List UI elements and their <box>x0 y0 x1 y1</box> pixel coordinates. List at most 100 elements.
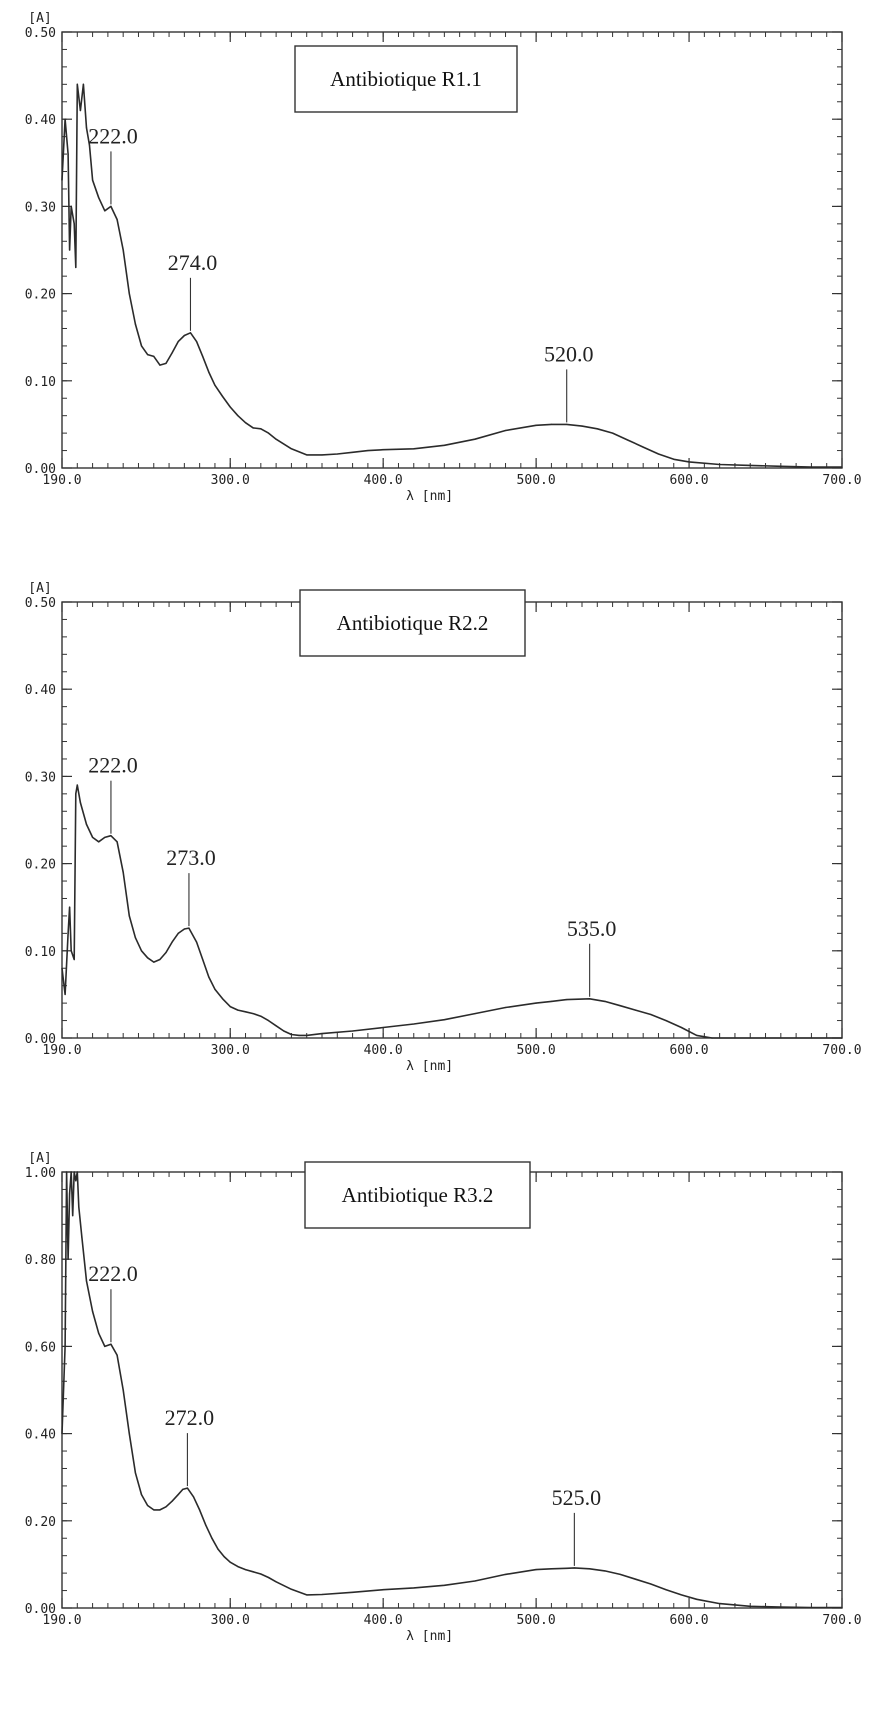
data-point <box>64 993 66 995</box>
data-point <box>650 1013 652 1016</box>
data-point <box>290 1033 293 1036</box>
data-point <box>382 1026 384 1029</box>
data-point <box>306 454 308 456</box>
data-point <box>688 461 690 463</box>
y-tick-label: 0.10 <box>25 375 56 390</box>
data-point <box>61 967 63 969</box>
data-point <box>267 1576 270 1579</box>
data-point <box>165 951 167 954</box>
data-point <box>73 223 75 225</box>
data-point <box>260 1015 262 1017</box>
data-point <box>298 1034 300 1036</box>
data-point <box>290 448 293 450</box>
data-point <box>202 958 204 961</box>
data-point <box>535 1569 537 1571</box>
data-point <box>98 1332 100 1334</box>
data-point <box>221 395 224 398</box>
data-point <box>67 932 69 934</box>
data-point <box>221 998 224 1000</box>
y-tick-label: 0.30 <box>25 200 56 215</box>
data-point <box>205 1524 207 1526</box>
data-point <box>696 1034 698 1036</box>
data-point <box>413 448 415 450</box>
data-point <box>73 958 75 961</box>
data-point <box>589 1568 591 1570</box>
data-point <box>128 293 130 295</box>
spectrum-chart-r1-1: 190.0 300.0 400.0 500.0 600.0 700.0 0.00 0.10 0.… <box>25 11 862 504</box>
data-point <box>177 340 179 343</box>
spectrum-chart-r2-2: 190.0 300.0 400.0 500.0 600.0 700.0 0.00 0.10 0.… <box>25 581 862 1074</box>
data-point <box>413 1587 415 1589</box>
x-tick-label: 500.0 <box>517 473 556 488</box>
data-point <box>159 958 161 961</box>
data-point <box>841 1037 843 1039</box>
y-tick-label: 0.40 <box>25 1428 56 1443</box>
data-point <box>711 1037 713 1039</box>
data-point <box>159 364 161 366</box>
data-point <box>566 1567 568 1569</box>
data-point <box>650 1583 652 1585</box>
data-point <box>217 1548 219 1550</box>
title-box <box>299 589 526 657</box>
data-point <box>183 334 185 337</box>
x-tick-label: 190.0 <box>42 1043 81 1058</box>
data-point <box>128 915 130 917</box>
chart-title: Antibiotique R2.2 <box>337 611 489 635</box>
data-point <box>634 1578 637 1580</box>
data-point <box>719 463 721 466</box>
data-point <box>208 371 210 373</box>
data-point <box>382 1589 384 1591</box>
data-point <box>223 1555 225 1558</box>
data-point <box>128 1433 130 1435</box>
data-point <box>443 1019 445 1021</box>
data-point <box>67 1258 69 1260</box>
peak-label: 272.0 <box>165 1405 215 1430</box>
data-point <box>841 466 843 468</box>
data-point <box>147 1504 149 1507</box>
x-tick-label: 400.0 <box>364 1613 403 1628</box>
data-point <box>810 466 813 468</box>
x-tick-label: 190.0 <box>42 1613 81 1628</box>
data-point <box>110 205 112 207</box>
x-tick-label: 190.0 <box>42 473 81 488</box>
data-point <box>749 464 751 466</box>
data-point <box>474 1580 476 1582</box>
data-point <box>69 1193 71 1195</box>
data-point <box>61 1433 63 1435</box>
data-point <box>70 1171 72 1173</box>
data-point <box>306 1594 308 1596</box>
data-point <box>61 179 63 181</box>
x-tick-label: 500.0 <box>517 1613 556 1628</box>
data-point <box>321 454 323 456</box>
data-point <box>252 1571 254 1573</box>
data-point <box>91 1310 94 1313</box>
data-point <box>680 1026 683 1029</box>
data-point <box>657 453 660 455</box>
data-point <box>504 1006 507 1009</box>
x-axis-label: λ [nm] <box>406 1629 453 1644</box>
data-point <box>189 332 192 334</box>
peak-label: 273.0 <box>166 845 216 870</box>
chart-title: Antibiotique R1.1 <box>330 67 482 91</box>
data-point <box>134 1472 137 1474</box>
data-point <box>673 458 675 460</box>
x-tick-label: 300.0 <box>211 1613 250 1628</box>
spectrum-panel-r2-2: 190.0 300.0 400.0 500.0 600.0 700.0 0.00 0.10 0.… <box>0 570 893 1130</box>
data-point <box>134 937 137 939</box>
x-tick-label: 600.0 <box>669 473 708 488</box>
y-tick-label: 0.00 <box>25 462 56 477</box>
data-point <box>260 1573 262 1575</box>
data-point <box>321 1033 323 1035</box>
data-point <box>75 1180 77 1182</box>
data-point <box>351 451 354 453</box>
data-point <box>267 432 270 434</box>
data-point <box>69 249 71 251</box>
data-point <box>443 1584 445 1586</box>
data-point <box>171 1500 173 1502</box>
spectrum-line <box>61 784 842 1039</box>
data-point <box>70 950 72 952</box>
data-point <box>581 425 583 427</box>
data-point <box>734 1037 736 1039</box>
y-axis-label: [A] <box>28 581 51 596</box>
chart-title: Antibiotique R3.2 <box>342 1183 494 1207</box>
